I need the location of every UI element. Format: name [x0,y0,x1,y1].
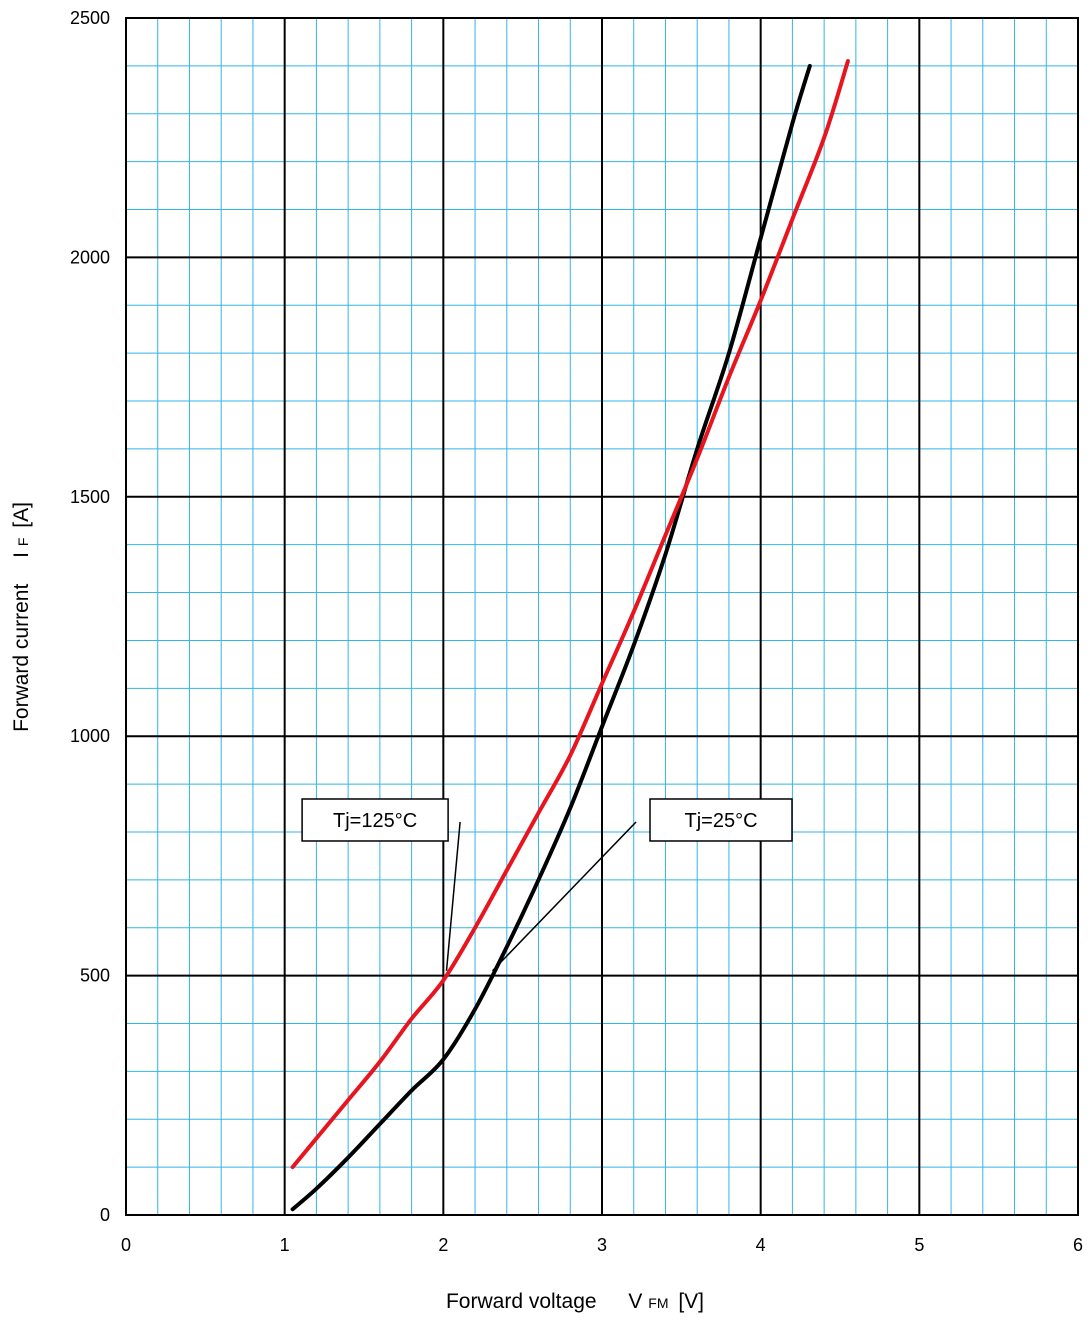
y-axis-title-subscript: F [15,538,31,547]
x-tick-label: 6 [1073,1235,1083,1255]
y-axis-title-main: Forward current [10,584,33,732]
annotation-label-tj-125-c: Tj=125°C [333,810,417,832]
x-tick-label: 0 [121,1235,131,1255]
y-tick-labels: 0 500 1000 1500 2000 2500 [70,8,110,1225]
annotation-box-tj-125-c [301,798,449,842]
series-line-tj-125-c [290,59,850,1170]
x-tick-label: 3 [597,1235,607,1255]
y-tick-label: 0 [100,1205,110,1225]
annotation-label-tj-25-c: Tj=25°C [684,810,757,832]
annotation-layer: Tj=125°C Tj=25°C [301,798,793,972]
y-axis-title-unit: [A] [10,502,33,528]
x-tick-label: 4 [756,1235,766,1255]
y-axis-title: Forward current I F [A] [10,502,33,732]
x-axis-title: Forward voltage V FM [V] [446,1290,704,1313]
annotation-leader-tj-25-c [491,821,637,972]
x-tick-label: 5 [914,1235,924,1255]
annotation-box-tj-25-c [649,798,793,842]
plot-frame [125,17,1079,1216]
y-axis-title-symbol: I [10,552,33,558]
x-axis-title-main: Forward voltage [446,1290,597,1313]
major-grid [126,18,1078,1215]
y-tick-label: 2000 [70,247,110,267]
y-tick-label: 500 [80,966,110,986]
x-tick-label: 2 [438,1235,448,1255]
y-tick-label: 2500 [70,8,110,28]
x-axis-title-subscript: FM [648,1295,668,1311]
series-line-tj-25-c [290,63,812,1212]
x-axis-title-unit: [V] [678,1290,704,1313]
annotation-leader-tj-125-c [445,821,461,971]
series-layer [290,59,850,1212]
x-tick-label: 1 [280,1235,290,1255]
y-tick-label: 1000 [70,726,110,746]
x-axis-title-symbol: V [628,1290,642,1313]
y-tick-label: 1500 [70,487,110,507]
x-tick-labels: 0 1 2 3 4 5 6 [121,1235,1083,1255]
